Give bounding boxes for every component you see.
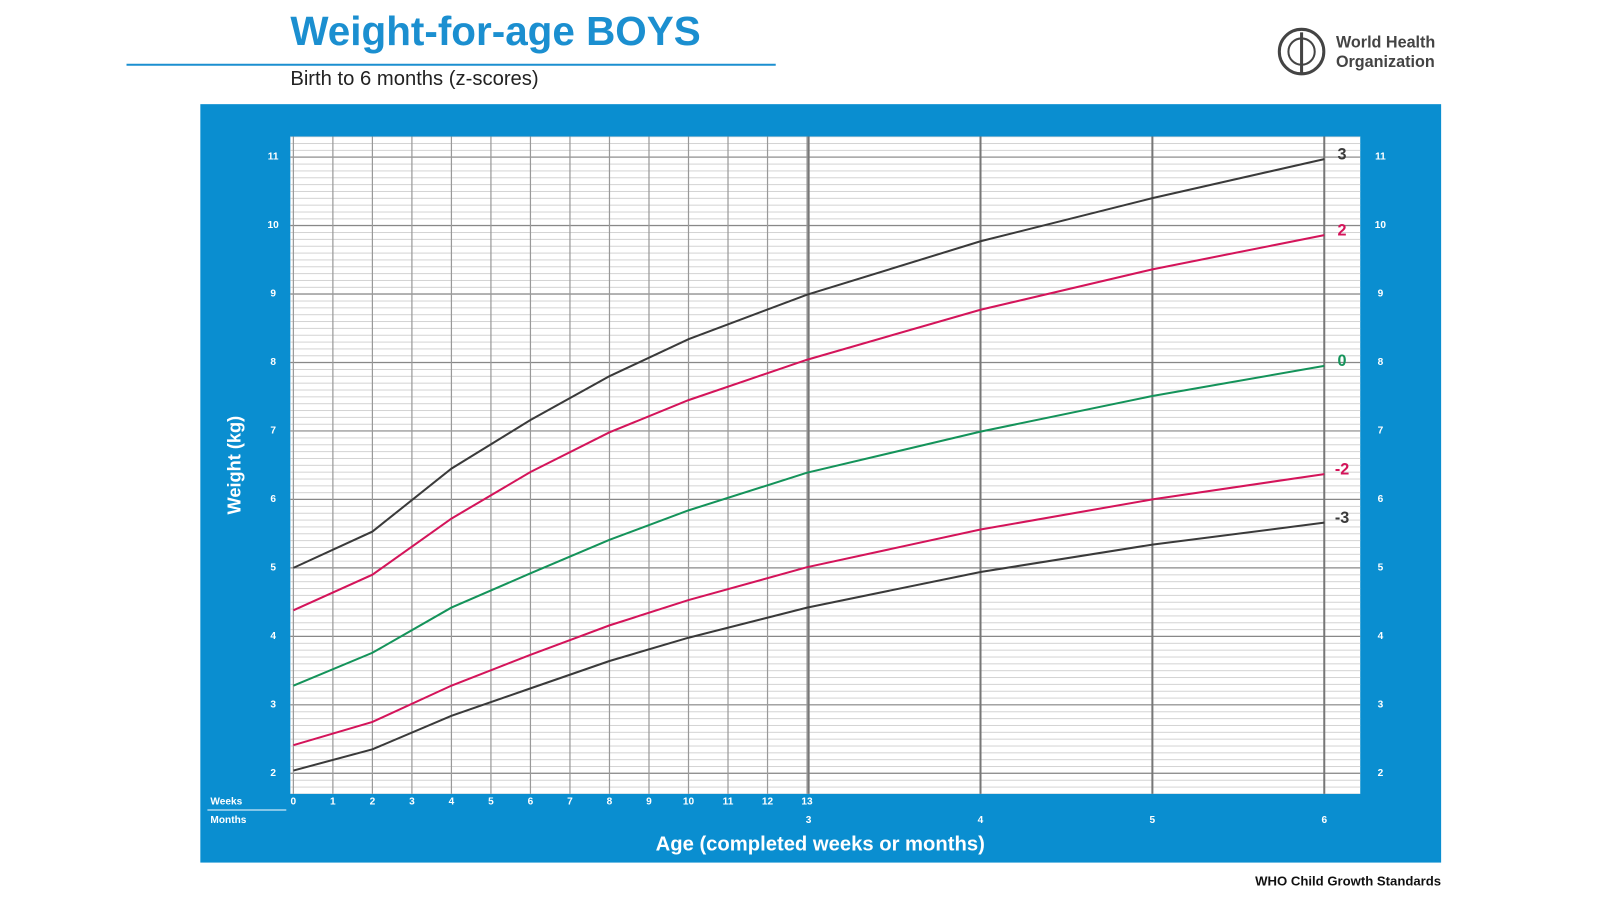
x-tick-label: 5 bbox=[1150, 815, 1156, 826]
y-tick-label: 11 bbox=[268, 152, 279, 163]
org-name: World Health bbox=[1336, 34, 1435, 52]
who-logo bbox=[1277, 27, 1326, 76]
y-tick-label: 10 bbox=[1375, 220, 1387, 231]
y-tick-label: 2 bbox=[1378, 768, 1384, 779]
y-tick-label: 11 bbox=[1375, 152, 1386, 163]
curve bbox=[292, 158, 1325, 569]
subtitle: Birth to 6 months (z-scores) bbox=[290, 68, 538, 90]
y-tick-label: 9 bbox=[270, 289, 276, 300]
x-tick-label: 12 bbox=[762, 797, 774, 808]
y-tick-label: 3 bbox=[1378, 699, 1384, 710]
x-tick-label: 10 bbox=[683, 797, 695, 808]
x-tick-label: 11 bbox=[723, 797, 734, 808]
y-tick-label: 2 bbox=[270, 768, 276, 779]
y-tick-label: 7 bbox=[270, 426, 276, 437]
y-tick-label: 6 bbox=[270, 494, 276, 505]
x-axis-label: Age (completed weeks or months) bbox=[656, 834, 985, 856]
y-axis-label: Weight (kg) bbox=[225, 416, 245, 515]
curve-label: 0 bbox=[1338, 352, 1347, 370]
y-tick-label: 7 bbox=[1378, 426, 1384, 437]
curve bbox=[293, 521, 1325, 772]
x-row-label: Weeks bbox=[210, 797, 242, 808]
curve bbox=[293, 473, 1325, 747]
y-tick-label: 8 bbox=[1378, 357, 1384, 368]
y-tick-label: 6 bbox=[1378, 494, 1384, 505]
curve-label: 2 bbox=[1338, 221, 1347, 239]
x-tick-label: 3 bbox=[409, 797, 415, 808]
x-tick-label: 6 bbox=[1321, 815, 1327, 826]
x-tick-label: 6 bbox=[528, 797, 534, 808]
curve-label: 3 bbox=[1338, 145, 1347, 163]
title: Weight-for-age BOYS bbox=[290, 8, 700, 54]
x-tick-label: 8 bbox=[607, 797, 613, 808]
x-row-label: Months bbox=[210, 815, 246, 826]
x-tick-label: 5 bbox=[488, 797, 494, 808]
x-tick-label: 13 bbox=[801, 797, 813, 808]
x-tick-label: 4 bbox=[978, 815, 984, 826]
org-name: Organization bbox=[1336, 53, 1435, 71]
x-tick-label: 1 bbox=[330, 797, 336, 808]
x-tick-label: 3 bbox=[806, 815, 812, 826]
footer: WHO Child Growth Standards bbox=[1255, 873, 1441, 888]
minor-grid bbox=[290, 136, 1361, 794]
curve-label: -3 bbox=[1335, 509, 1349, 527]
y-tick-label: 3 bbox=[270, 699, 276, 710]
y-tick-label: 4 bbox=[270, 631, 276, 642]
curve bbox=[292, 234, 1325, 612]
x-tick-label: 9 bbox=[646, 797, 652, 808]
y-tick-label: 5 bbox=[1378, 563, 1384, 574]
y-tick-label: 5 bbox=[270, 563, 276, 574]
x-tick-label: 0 bbox=[291, 797, 297, 808]
x-tick-label: 7 bbox=[567, 797, 573, 808]
y-tick-label: 4 bbox=[1378, 631, 1384, 642]
y-tick-label: 9 bbox=[1378, 289, 1384, 300]
x-tick-label: 4 bbox=[449, 797, 455, 808]
y-tick-label: 8 bbox=[270, 357, 276, 368]
curve-label: -2 bbox=[1335, 460, 1349, 478]
x-tick-label: 2 bbox=[370, 797, 376, 808]
y-tick-label: 10 bbox=[268, 220, 280, 231]
curve bbox=[292, 364, 1325, 687]
